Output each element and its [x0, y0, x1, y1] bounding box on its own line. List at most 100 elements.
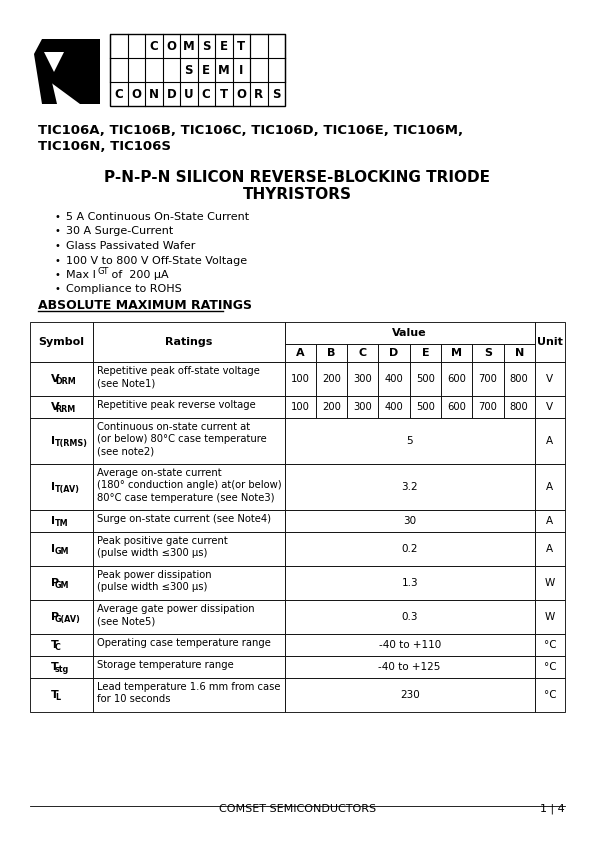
- Bar: [30, 566, 93, 600]
- Text: 0.3: 0.3: [402, 612, 418, 622]
- Text: -40 to +110: -40 to +110: [378, 640, 441, 650]
- Text: M: M: [451, 348, 462, 358]
- Text: GM: GM: [55, 581, 70, 590]
- Text: C: C: [149, 40, 158, 52]
- Bar: [410, 396, 441, 418]
- Bar: [30, 532, 93, 566]
- Bar: [535, 656, 565, 678]
- Bar: [93, 362, 284, 396]
- Bar: [284, 634, 535, 656]
- Text: 100: 100: [291, 402, 309, 412]
- Bar: [441, 362, 472, 396]
- Bar: [535, 532, 565, 566]
- Text: Surge on-state current (see Note4): Surge on-state current (see Note4): [96, 514, 271, 524]
- Bar: [284, 418, 535, 464]
- Bar: [535, 464, 565, 510]
- Bar: [284, 396, 316, 418]
- Text: 800: 800: [510, 402, 528, 412]
- Bar: [30, 600, 93, 634]
- Text: R: R: [254, 88, 264, 100]
- Text: V: V: [546, 374, 553, 384]
- Text: W: W: [545, 578, 555, 588]
- Text: A: A: [546, 544, 553, 554]
- Text: °C: °C: [544, 662, 556, 672]
- Text: Value: Value: [392, 328, 427, 338]
- Text: W: W: [545, 612, 555, 622]
- Text: B: B: [327, 348, 336, 358]
- Bar: [284, 600, 535, 634]
- Text: 200: 200: [322, 374, 341, 384]
- Bar: [30, 510, 93, 532]
- Bar: [30, 678, 93, 712]
- Bar: [535, 634, 565, 656]
- Text: •: •: [55, 270, 61, 280]
- Bar: [30, 418, 93, 464]
- Text: Peak positive gate current
(pulse width ≤300 μs): Peak positive gate current (pulse width …: [96, 536, 227, 558]
- Bar: [316, 396, 347, 418]
- Text: I: I: [239, 63, 243, 77]
- Bar: [284, 344, 316, 362]
- Text: 30 A Surge-Current: 30 A Surge-Current: [66, 226, 173, 237]
- Text: 500: 500: [416, 402, 435, 412]
- Text: U: U: [184, 88, 193, 100]
- Text: 100: 100: [291, 374, 309, 384]
- Text: 0.2: 0.2: [402, 544, 418, 554]
- Text: N: N: [515, 348, 524, 358]
- Bar: [284, 464, 535, 510]
- Text: P: P: [51, 612, 59, 622]
- Text: C: C: [202, 88, 211, 100]
- Text: Lead temperature 1.6 mm from case
for 10 seconds: Lead temperature 1.6 mm from case for 10…: [96, 682, 280, 705]
- Bar: [472, 344, 503, 362]
- Polygon shape: [42, 39, 100, 104]
- Text: V: V: [51, 402, 59, 412]
- Text: Average on-state current
(180° conduction angle) at(or below)
80°C case temperat: Average on-state current (180° conductio…: [96, 468, 281, 503]
- Bar: [284, 656, 535, 678]
- Text: V: V: [51, 374, 59, 384]
- Bar: [93, 532, 284, 566]
- Text: Operating case temperature range: Operating case temperature range: [96, 638, 271, 648]
- Text: A: A: [546, 436, 553, 446]
- Polygon shape: [42, 39, 100, 74]
- Text: •: •: [55, 255, 61, 265]
- Bar: [347, 362, 378, 396]
- Bar: [316, 362, 347, 396]
- Text: O: O: [236, 88, 246, 100]
- Bar: [503, 362, 535, 396]
- Text: S: S: [272, 88, 280, 100]
- Bar: [378, 396, 410, 418]
- Text: 700: 700: [478, 402, 497, 412]
- Text: Glass Passivated Wafer: Glass Passivated Wafer: [66, 241, 195, 251]
- Text: T: T: [51, 640, 58, 650]
- Bar: [93, 566, 284, 600]
- Bar: [93, 678, 284, 712]
- Bar: [284, 362, 316, 396]
- Text: 30: 30: [403, 516, 416, 526]
- Text: 300: 300: [353, 374, 372, 384]
- Bar: [30, 362, 93, 396]
- Text: T(RMS): T(RMS): [55, 439, 88, 448]
- Text: T: T: [51, 690, 58, 700]
- Bar: [30, 464, 93, 510]
- Text: M: M: [218, 63, 230, 77]
- Bar: [535, 566, 565, 600]
- Text: T: T: [237, 40, 245, 52]
- Text: THYRISTORS: THYRISTORS: [243, 187, 352, 202]
- Bar: [535, 322, 565, 362]
- Bar: [378, 344, 410, 362]
- Bar: [284, 322, 535, 344]
- Text: ABSOLUTE MAXIMUM RATINGS: ABSOLUTE MAXIMUM RATINGS: [38, 299, 252, 312]
- Bar: [535, 362, 565, 396]
- Text: N: N: [149, 88, 159, 100]
- Text: •: •: [55, 241, 61, 251]
- Bar: [93, 510, 284, 532]
- Bar: [535, 510, 565, 532]
- Bar: [93, 600, 284, 634]
- Text: 700: 700: [478, 374, 497, 384]
- Bar: [347, 396, 378, 418]
- Text: TIC106A, TIC106B, TIC106C, TIC106D, TIC106E, TIC106M,: TIC106A, TIC106B, TIC106C, TIC106D, TIC1…: [38, 124, 463, 137]
- Text: 800: 800: [510, 374, 528, 384]
- Text: Peak power dissipation
(pulse width ≤300 μs): Peak power dissipation (pulse width ≤300…: [96, 570, 211, 593]
- Bar: [30, 322, 93, 362]
- Text: TIC106N, TIC106S: TIC106N, TIC106S: [38, 140, 171, 153]
- Text: P-N-P-N SILICON REVERSE-BLOCKING TRIODE: P-N-P-N SILICON REVERSE-BLOCKING TRIODE: [105, 170, 490, 185]
